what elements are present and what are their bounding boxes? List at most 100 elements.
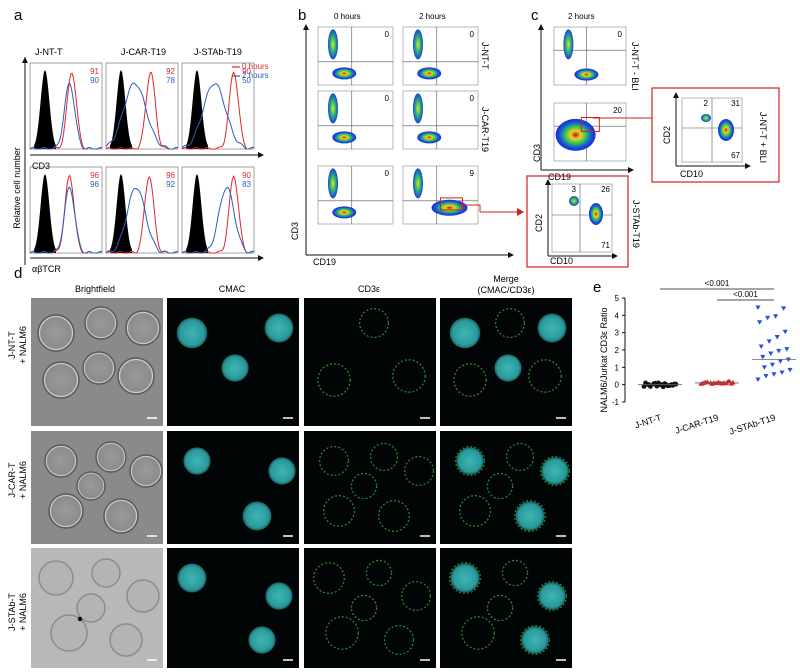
panel-b-xaxis-arrow bbox=[508, 252, 514, 258]
inset-stab-q1: 3 bbox=[572, 185, 577, 194]
cd3e-membrane bbox=[323, 495, 355, 527]
hist-0h-curve bbox=[105, 71, 179, 150]
point-jntt bbox=[665, 383, 671, 389]
quadrant-percent: 9 bbox=[470, 169, 475, 178]
inset-stab-ylabel: CD2 bbox=[534, 214, 544, 232]
isotype-peak bbox=[186, 173, 208, 253]
nalm6-cluster bbox=[332, 131, 357, 144]
d-header-brightfield: Brightfield bbox=[75, 284, 115, 294]
cd3e-membrane bbox=[350, 594, 378, 622]
point-jstab bbox=[776, 348, 782, 354]
point-jstab bbox=[761, 365, 767, 370]
hist-value-0h: 90 bbox=[242, 67, 251, 76]
d-row-label-jntt: J-NT-T bbox=[7, 331, 17, 359]
hist-value-0h: 91 bbox=[90, 67, 99, 76]
isotype-peak bbox=[186, 69, 208, 149]
point-jntt bbox=[673, 381, 679, 387]
brightfield-cell bbox=[95, 441, 127, 473]
inset-bli-frame bbox=[651, 87, 780, 183]
cd3e-membrane bbox=[461, 616, 495, 650]
cd3e-membrane bbox=[514, 500, 546, 532]
nalm6-cluster bbox=[417, 131, 442, 144]
cmac-stained-cell bbox=[248, 626, 276, 654]
isotype-peak bbox=[110, 173, 132, 253]
cd3e-image bbox=[304, 298, 436, 426]
cd3e-membrane bbox=[501, 559, 529, 587]
inset-stab-frame bbox=[526, 175, 629, 268]
histogram-frame bbox=[181, 166, 255, 254]
brightfield-cell bbox=[117, 357, 155, 395]
panel-b-yaxis-arrow bbox=[303, 24, 309, 30]
quadrant-percent: 0 bbox=[470, 94, 475, 103]
cd3e-membrane bbox=[350, 472, 378, 500]
cmac-stained-cell bbox=[541, 457, 569, 485]
tcell-cluster bbox=[413, 93, 423, 124]
panel-b-header-2h: 2 hours bbox=[419, 12, 446, 21]
cd2-cluster bbox=[701, 114, 711, 122]
cd3e-membrane bbox=[383, 624, 415, 656]
col-header-jntt: J-NT-T bbox=[35, 47, 63, 57]
d-row-label-jstab-2: + NALM6 bbox=[18, 593, 28, 631]
d-row-label-jntt-2: + NALM6 bbox=[18, 326, 28, 364]
quadrant-percent: 0 bbox=[470, 30, 475, 39]
hist-value-2h: 90 bbox=[90, 76, 99, 85]
inset-bli-label: J-NT-T + BLI bbox=[758, 112, 768, 163]
brightfield-cell bbox=[84, 306, 118, 340]
nalm6-cluster bbox=[332, 206, 357, 219]
cmac-stained-cell bbox=[450, 563, 480, 593]
e-ytick-label: 1 bbox=[615, 363, 620, 372]
gate-rectangle bbox=[440, 197, 463, 211]
tcell-cluster bbox=[328, 168, 338, 199]
inset-bli-xlabel: CD10 bbox=[680, 169, 703, 179]
cmac-stained-cell bbox=[221, 354, 249, 382]
panel-a-yaxis-arrow bbox=[22, 57, 28, 63]
point-jstab bbox=[780, 306, 787, 311]
brightfield-cell bbox=[38, 560, 74, 596]
panel-c-yaxis-arrow bbox=[538, 24, 544, 30]
brightfield-cell bbox=[109, 623, 143, 657]
brightfield-cell bbox=[48, 493, 84, 529]
d-row-label-jstab: J-STAb-T bbox=[7, 593, 17, 631]
cd2-cluster bbox=[569, 196, 579, 206]
legend-2-hours: 2 hours bbox=[242, 71, 269, 80]
histogram-frame bbox=[29, 166, 103, 254]
hist-value-0h: 96 bbox=[166, 171, 175, 180]
nalm6-cluster bbox=[574, 68, 599, 81]
cmac-stained-cell bbox=[515, 501, 545, 531]
cmac-stained-cell bbox=[264, 313, 294, 343]
inset-stab-xaxis-arrow bbox=[612, 253, 618, 259]
e-ylabel: NALM6/Jurkat CD3ε Ratio bbox=[599, 307, 609, 412]
panel-c-ylabel: CD3 bbox=[532, 144, 542, 162]
col-header-jcart19: J-CAR-T19 bbox=[121, 47, 166, 57]
cd3e-membrane bbox=[317, 363, 351, 397]
hist-value-2h: 50 bbox=[242, 76, 251, 85]
cd3e-membrane bbox=[358, 307, 390, 339]
e-category-label: J-CAR-T19 bbox=[674, 412, 720, 435]
d-header-merge-sub: (CMAC/CD3ε) bbox=[477, 285, 534, 295]
cd3e-membrane bbox=[486, 472, 514, 500]
histogram-frame bbox=[29, 62, 103, 150]
panel-a-cd3-label: CD3 bbox=[32, 161, 50, 171]
inset-bli-q4: 67 bbox=[731, 151, 740, 160]
point-jstab bbox=[755, 305, 761, 311]
d-header-cd3e: CD3ε bbox=[358, 284, 380, 294]
point-jstab bbox=[771, 372, 777, 377]
cmac-image bbox=[167, 431, 299, 544]
cd10-cluster bbox=[589, 203, 603, 225]
inset-stab-q2: 26 bbox=[601, 185, 610, 194]
p-value-label: <0.001 bbox=[705, 279, 730, 288]
e-ytick-label: -1 bbox=[612, 398, 620, 407]
cd3e-membrane bbox=[403, 455, 435, 487]
point-jstab bbox=[787, 367, 793, 373]
d-row-label-jcart: J-CAR-T bbox=[7, 462, 17, 497]
brightfield-cell bbox=[42, 361, 80, 399]
e-ytick-label: 5 bbox=[615, 294, 620, 303]
hist-2h-curve bbox=[181, 186, 255, 254]
cmac-stained-cell bbox=[176, 317, 208, 349]
panel-b-xlabel: CD19 bbox=[313, 257, 336, 267]
inset-bli-q1: 2 bbox=[704, 99, 709, 108]
e-ytick-label: 2 bbox=[615, 346, 620, 355]
panel-c-xlabel: CD19 bbox=[548, 172, 571, 182]
cd3e-membrane bbox=[486, 594, 514, 622]
cd3e-membrane bbox=[519, 624, 551, 656]
